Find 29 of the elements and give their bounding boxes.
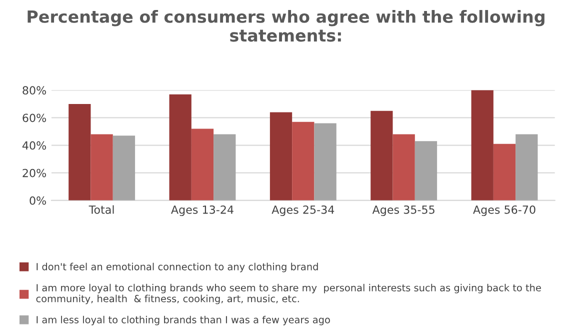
bar (191, 128, 214, 200)
bar (314, 123, 336, 200)
bar (370, 110, 393, 200)
legend-label: I am less loyal to clothing brands than I was a few years ago (36, 316, 330, 326)
bar (270, 112, 292, 200)
legend-label: I don't feel an emotional connection to any clothing brand (36, 262, 318, 272)
bar (169, 94, 192, 200)
bar (471, 90, 494, 200)
bar (112, 136, 136, 200)
y-tick-label: 40% (22, 141, 46, 150)
bar (90, 134, 113, 200)
y-tick-label: 60% (22, 114, 46, 122)
x-tick-label: Ages 35-55 (372, 205, 434, 216)
x-tick-label: Ages 56-70 (473, 205, 536, 216)
bar (516, 134, 538, 200)
legend-label: I am more loyal to clothing brands who seem to share my personal interests such as giving back to the community, health & fitness, cooking, art, music, etc. (36, 284, 541, 304)
bar (493, 144, 516, 200)
bar (392, 134, 415, 200)
x-tick-label: Total (88, 205, 114, 214)
y-tick-label: 80% (22, 86, 46, 95)
chart-title: Percentage of consumers who agree with the following statements: (28, 10, 544, 42)
y-tick-label: 20% (22, 168, 46, 178)
bar (292, 122, 314, 200)
y-tick-label: 0% (30, 196, 46, 205)
bar (68, 104, 91, 200)
x-tick-label: Ages 13-24 (171, 205, 234, 216)
x-tick-label: Ages 25-34 (272, 205, 334, 216)
bar (214, 134, 236, 200)
bar (414, 141, 438, 200)
